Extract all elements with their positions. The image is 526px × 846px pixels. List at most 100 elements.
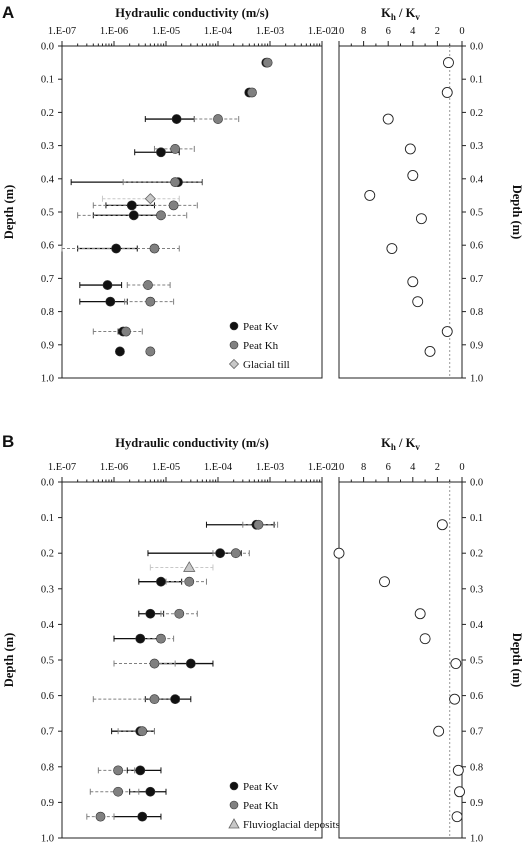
- ratio-frame: [338, 481, 463, 839]
- x-tick-label: 1.E-03: [256, 26, 284, 37]
- y-tick-label: 0.0: [41, 42, 54, 53]
- ratio-x-tick-label: 2: [435, 462, 440, 473]
- kh-point: [145, 296, 156, 307]
- ratio-y-tick-label: 0.3: [470, 141, 483, 152]
- panel-a: A Hydraulic conductivity (m/s) 1.E-07 1.E-0…: [2, 3, 524, 385]
- ratio-y-tick-label: 0.1: [470, 75, 483, 86]
- ratio-axis-title-part: K: [381, 436, 391, 450]
- ratio-x-tick-label: 10: [334, 26, 345, 37]
- kh-point: [262, 57, 273, 68]
- y-tick-label: 0.6: [41, 691, 54, 702]
- ratio-point: [451, 811, 463, 823]
- ratio-x-tick-label: 0: [459, 462, 464, 473]
- kh-point: [156, 210, 166, 221]
- ratio-point: [441, 87, 453, 98]
- kh-point: [230, 548, 241, 559]
- ratio-y-tick-label: 0.6: [470, 691, 483, 702]
- ratio-y-axis-title: Depth (m): [510, 185, 524, 240]
- kh-point: [170, 177, 181, 188]
- kh-point: [174, 608, 185, 619]
- ratio-point: [424, 345, 436, 357]
- ratio-point: [441, 326, 453, 337]
- kh-point: [184, 576, 195, 587]
- kh-point: [253, 519, 264, 530]
- ratio-y-tick-label: 0.2: [470, 549, 483, 560]
- kv-point: [111, 243, 122, 254]
- ratio-point: [433, 725, 445, 737]
- ratio-x-tick-label: 4: [410, 462, 416, 473]
- x-tick-label: 1.E-05: [152, 462, 180, 473]
- kh-point: [113, 765, 124, 776]
- x-tick-label: 1.E-04: [204, 26, 233, 37]
- y-axis-title: Depth (m): [2, 633, 16, 688]
- x-tick-label: 1.E-02: [308, 462, 336, 473]
- legend-marker: [229, 800, 239, 810]
- ratio-point: [379, 576, 390, 588]
- ratio-point: [412, 296, 424, 308]
- ratio-y-tick-label: 0.4: [470, 620, 484, 631]
- y-tick-label: 1.0: [41, 374, 54, 385]
- ratio-x-tick-label: 8: [361, 26, 366, 37]
- y-tick-label: 0.3: [41, 141, 54, 152]
- y-tick-label: 0.8: [41, 762, 54, 773]
- ratio-point: [404, 143, 416, 155]
- kv-point: [156, 147, 166, 158]
- ratio-point: [382, 113, 394, 125]
- ratio-point: [407, 276, 419, 288]
- x-tick-label: 1.E-04: [204, 462, 233, 473]
- ratio-x-tick-label: 8: [361, 462, 366, 473]
- ratio-y-tick-label: 0.0: [470, 42, 483, 53]
- kv-point: [115, 346, 125, 357]
- ratio-point: [450, 658, 462, 670]
- y-tick-label: 1.0: [41, 834, 54, 845]
- legend-label: Glacial till: [243, 359, 290, 371]
- legend-marker: [229, 340, 239, 350]
- ratio-x-tick-label: 6: [386, 26, 391, 37]
- ratio-point: [449, 693, 461, 705]
- ratio-panel: Kh / Kv 10 8 6 4 2 0 0.0 0.1 0.2 0.3 0.4 0.5 0.6 0.7 0.…: [334, 6, 524, 385]
- till-point: [144, 193, 156, 205]
- ratio-point: [436, 519, 448, 531]
- y-tick-label: 0.2: [41, 108, 54, 119]
- kv-point: [145, 608, 156, 619]
- y-tick-label: 0.9: [41, 798, 54, 809]
- x-tick-label: 1.E-07: [48, 462, 76, 473]
- ratio-axis-title-part: v: [415, 442, 420, 452]
- panel-letter: B: [2, 432, 14, 451]
- ratio-point: [419, 633, 431, 645]
- ratio-point: [414, 608, 426, 620]
- y-tick-label: 0.7: [41, 274, 54, 285]
- ratio-x-tick-label: 0: [459, 26, 464, 37]
- kv-point: [170, 694, 181, 705]
- ratio-panel: Kh / Kv 10 8 6 4 2 0 0.0 0.1 0.2 0.3 0.4 0.5 0.6 0.7 0.…: [333, 436, 524, 845]
- ratio-y-tick-label: 0.9: [470, 340, 483, 351]
- ratio-y-tick-label: 0.3: [470, 584, 483, 595]
- y-tick-label: 0.5: [41, 656, 54, 667]
- kh-point: [113, 786, 124, 797]
- kh-point: [121, 326, 131, 337]
- ratio-point: [443, 57, 454, 69]
- y-tick-label: 0.0: [41, 478, 54, 489]
- ratio-axis-title-part: h: [391, 442, 396, 452]
- kh-point: [95, 811, 106, 822]
- kv-point: [215, 548, 226, 559]
- ratio-axis-title-part: / K: [396, 436, 416, 450]
- x-axis-title: Hydraulic conductivity (m/s): [115, 436, 268, 450]
- legend-marker: [229, 781, 239, 791]
- kh-point: [156, 633, 166, 644]
- y-tick-label: 0.4: [41, 620, 55, 631]
- ratio-point: [364, 189, 376, 201]
- kv-point: [105, 296, 116, 307]
- kh-point: [137, 726, 148, 737]
- ratio-x-tick-label: 4: [410, 26, 416, 37]
- y-tick-label: 0.8: [41, 307, 54, 318]
- ratio-y-tick-label: 0.6: [470, 241, 483, 252]
- ratio-y-tick-label: 1.0: [470, 834, 483, 845]
- ratio-y-tick-label: 0.9: [470, 798, 483, 809]
- x-axis-title: Hydraulic conductivity (m/s): [115, 6, 268, 20]
- legend-marker: [228, 818, 240, 829]
- ratio-point: [407, 170, 419, 181]
- ratio-axis-title-part: K: [381, 6, 391, 20]
- legend-marker: [229, 321, 239, 331]
